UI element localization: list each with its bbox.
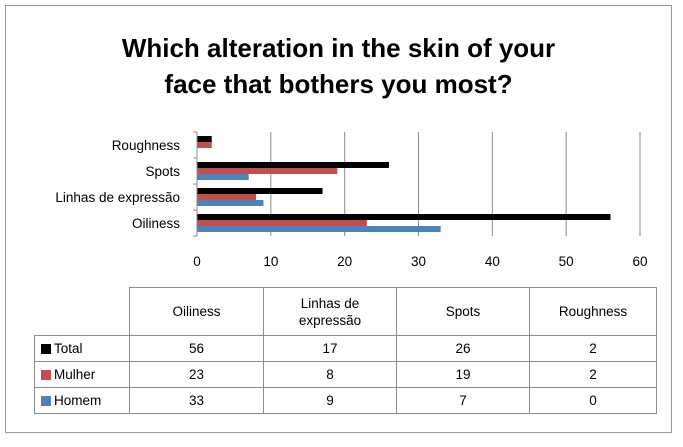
table-row-total: Total 56 17 26 2: [34, 335, 657, 362]
table-corner-cell: [34, 287, 130, 336]
table-header-row: Oiliness Linhas de expressão Spots Rough…: [34, 287, 657, 336]
table-cell: 2: [529, 361, 657, 388]
x-tick-label: 40: [485, 254, 500, 269]
bar-mulher: [197, 194, 257, 200]
table-header-spots: Spots: [396, 287, 530, 336]
bar-total: [197, 162, 389, 168]
data-table: Oiliness Linhas de expressão Spots Rough…: [34, 287, 657, 414]
table-cell: 7: [396, 387, 530, 414]
category-label: Roughness: [112, 138, 181, 153]
legend-key-homem: [41, 396, 51, 406]
table-header-oiliness: Oiliness: [129, 287, 264, 336]
legend-label-mulher: Mulher: [54, 367, 96, 382]
bar-homem: [197, 174, 249, 180]
table-cell: 0: [529, 387, 657, 414]
bar-total: [197, 136, 212, 142]
legend-key-mulher: [41, 370, 51, 380]
x-tick-label: 30: [411, 254, 426, 269]
x-tick-label: 20: [337, 254, 352, 269]
bar-mulher: [197, 142, 212, 148]
chart-title: Which alteration in the skin of your fac…: [6, 30, 671, 102]
chart-title-line-1: Which alteration in the skin of your: [121, 33, 556, 63]
table-cell: 56: [129, 335, 264, 362]
legend-mulher: Mulher: [34, 361, 130, 388]
bar-homem: [197, 200, 264, 206]
table-cell: 19: [396, 361, 530, 388]
table-row-mulher: Mulher 23 8 19 2: [34, 361, 657, 388]
table-cell: 26: [396, 335, 530, 362]
legend-label-homem: Homem: [54, 393, 102, 408]
bar-mulher: [197, 168, 338, 174]
legend-homem: Homem: [34, 387, 130, 414]
x-tick-label: 0: [193, 254, 201, 269]
table-cell: 8: [263, 361, 397, 388]
legend-label-total: Total: [54, 341, 83, 356]
table-header-linhas-text: Linhas de expressão: [298, 295, 362, 328]
bar-homem: [197, 226, 441, 232]
bar-mulher: [197, 220, 367, 226]
bar-total: [197, 214, 611, 220]
table-cell: 33: [129, 387, 264, 414]
x-tick-label: 50: [559, 254, 574, 269]
table-cell: 23: [129, 361, 264, 388]
category-label: Oiliness: [132, 216, 180, 231]
bar-total: [197, 188, 323, 194]
table-cell: 17: [263, 335, 397, 362]
category-label: Linhas de expressão: [55, 190, 180, 205]
table-header-roughness: Roughness: [529, 287, 657, 336]
chart-title-line-2: face that bothers you most?: [164, 69, 513, 99]
legend-total: Total: [34, 335, 130, 362]
legend-key-total: [41, 344, 51, 354]
table-row-homem: Homem 33 9 7 0: [34, 387, 657, 414]
category-label: Spots: [145, 164, 180, 179]
x-tick-label: 10: [263, 254, 278, 269]
table-cell: 9: [263, 387, 397, 414]
table-cell: 2: [529, 335, 657, 362]
x-tick-label: 60: [632, 254, 647, 269]
table-header-linhas: Linhas de expressão: [263, 287, 397, 336]
